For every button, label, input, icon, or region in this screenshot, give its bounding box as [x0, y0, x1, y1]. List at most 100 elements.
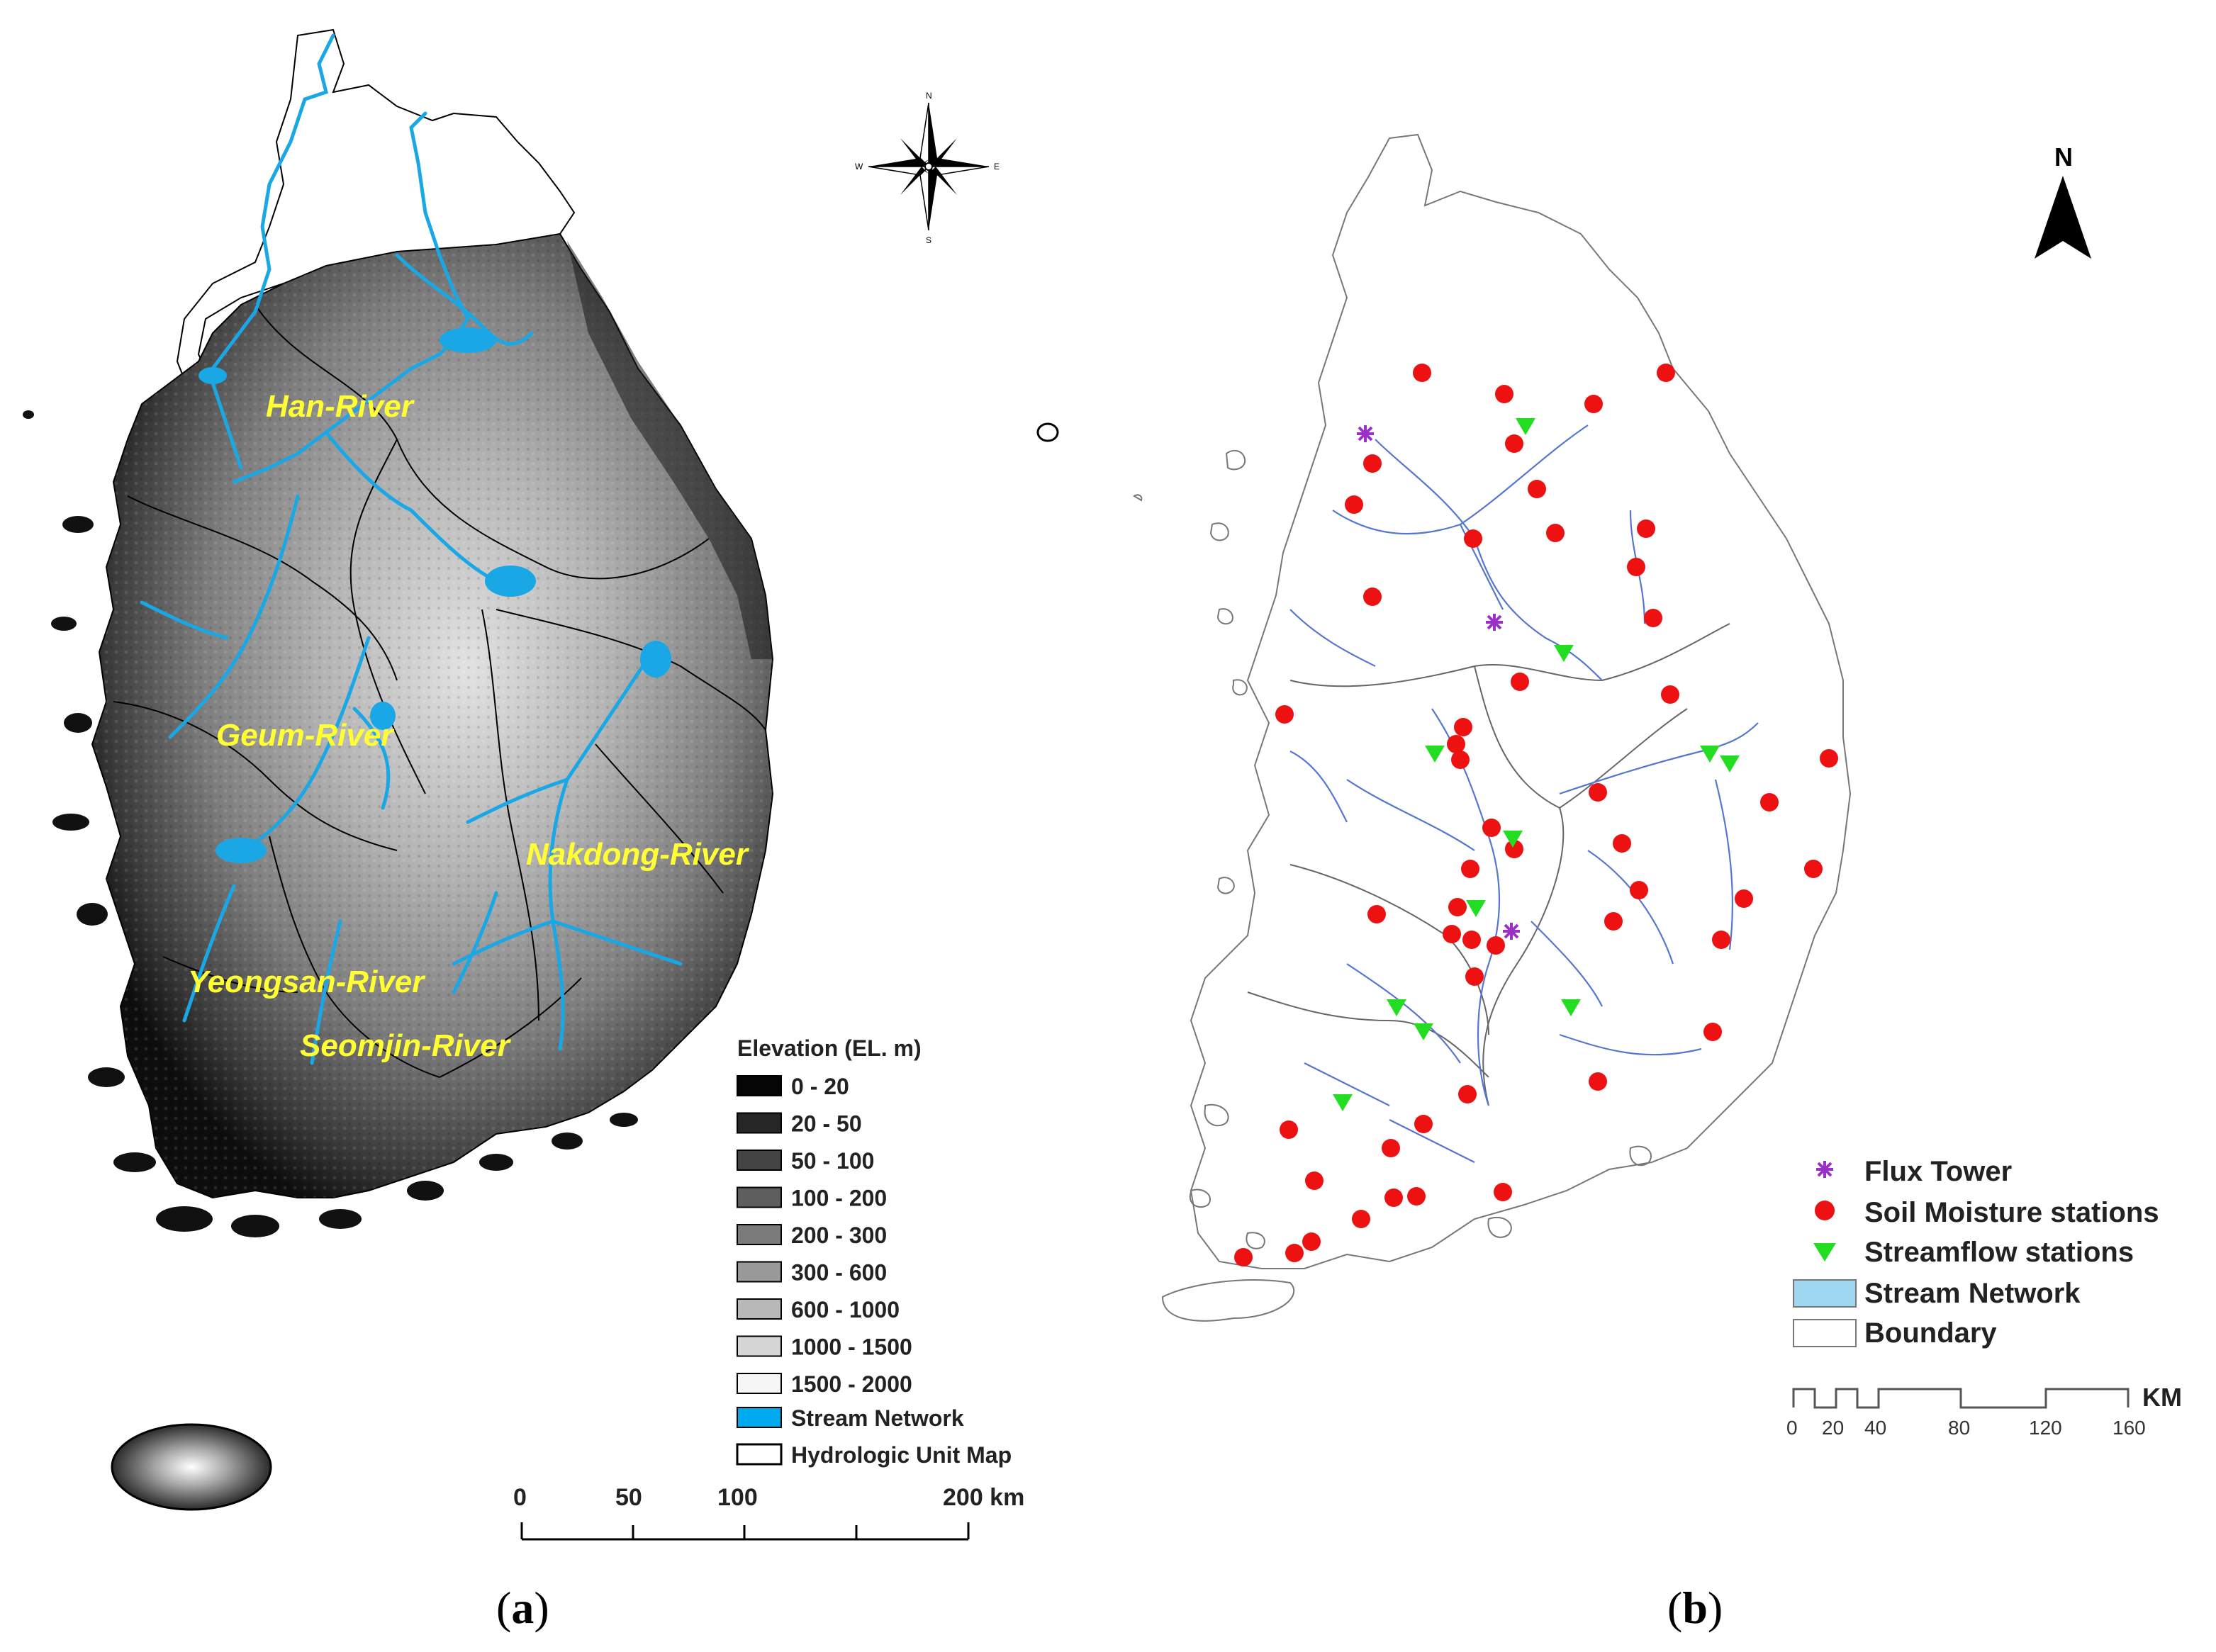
streamflow-station-point	[1720, 755, 1740, 772]
panel-a-legend: Elevation (EL. m) 0 - 20 20 - 50 50 - 100 1…	[736, 1035, 1012, 1468]
legend-elevation-swatch	[737, 1373, 782, 1394]
compass-east-letter: E	[994, 162, 1000, 172]
scale-b-tick-20: 20	[1822, 1417, 1844, 1439]
panel-b-island-outline	[1161, 1279, 1295, 1322]
panel-a-scale-bar: 0 50 100 200 km	[513, 1484, 1024, 1541]
soil-moisture-station-point	[1495, 385, 1513, 403]
legend-stream-label: Stream Network	[791, 1405, 964, 1431]
streamflow-station-point	[1516, 418, 1535, 435]
panel-a-river-labels: Han-River Geum-River Nakdong-River Yeong…	[188, 389, 750, 1063]
soil-moisture-station-point	[1448, 898, 1467, 916]
soil-moisture-station-point	[1458, 1085, 1477, 1103]
soil-moisture-station-point	[1367, 905, 1386, 923]
soil-moisture-station-point	[1487, 936, 1505, 955]
legend-elevation-label: 0 - 20	[791, 1074, 849, 1099]
river-label-geum: Geum-River	[216, 718, 395, 753]
scale-a-tick-200: 200 km	[943, 1484, 1024, 1511]
legend-boundary-swatch	[1793, 1319, 1857, 1347]
soil-moisture-station-point	[1464, 529, 1482, 548]
soil-moisture-station-point	[1345, 495, 1363, 514]
scale-b-tick-80: 80	[1948, 1417, 1970, 1439]
legend-elevation-swatch	[737, 1298, 782, 1320]
soil-moisture-station-point	[1384, 1189, 1403, 1207]
legend-elevation-swatch	[737, 1075, 782, 1096]
soil-moisture-station-point	[1443, 925, 1461, 943]
panel-b-coastal-islands	[1133, 449, 1652, 1249]
soil-moisture-station-point	[1546, 524, 1565, 542]
panel-b-legend: Flux Tower Soil Moisture stations Stream…	[1793, 1156, 2159, 1349]
flux-tower-point-icon	[1357, 425, 1374, 442]
scale-b-unit: KM	[2142, 1383, 2182, 1412]
compass-west-letter: W	[855, 162, 863, 172]
soil-moisture-station-point	[1454, 718, 1472, 736]
soil-moisture-station-point	[1285, 1244, 1304, 1262]
panel-a-map: Han-River Geum-River Nakdong-River Yeong…	[23, 28, 1059, 1511]
soil-moisture-station-point	[1280, 1120, 1298, 1139]
soil-moisture-station-point	[1461, 860, 1479, 878]
soil-moisture-station-point	[1511, 673, 1529, 691]
legend-elevation-swatch	[737, 1261, 782, 1283]
river-label-nakdong: Nakdong-River	[526, 837, 750, 872]
soil-moisture-station-point	[1482, 819, 1501, 837]
soil-moisture-station-point	[1363, 588, 1382, 606]
legend-elevation-swatch	[737, 1112, 782, 1134]
scale-a-tick-0: 0	[513, 1484, 527, 1511]
panel-b-scale-bar	[1792, 1388, 2130, 1409]
compass-north-letter: N	[926, 91, 932, 101]
soil-moisture-station-point	[1462, 931, 1481, 949]
soil-moisture-station-point	[1584, 395, 1603, 413]
panel-a-islands	[23, 410, 1059, 1237]
streamflow-station-point	[1503, 831, 1523, 848]
panel-a-reservoirs	[198, 327, 671, 863]
streamflow-station-point	[1466, 900, 1486, 917]
soil-moisture-station-point	[1735, 889, 1753, 908]
svg-text:(b): (b)	[1667, 1583, 1723, 1633]
panel-b-caption-letter: b	[1682, 1583, 1708, 1633]
legend-network-swatch	[1793, 1279, 1857, 1308]
scale-b-tick-160: 160	[2113, 1417, 2146, 1439]
panel-a-caption: (a)	[496, 1583, 549, 1633]
panel-a-compass-rose-icon: N S E W	[855, 91, 1000, 245]
soil-moisture-station-point	[1630, 881, 1648, 899]
soil-moisture-station-point	[1447, 735, 1465, 753]
soil-moisture-station-point	[1275, 705, 1294, 724]
legend-boundary-label: Boundary	[1864, 1317, 1997, 1349]
panel-b-caption-close: )	[1708, 1583, 1723, 1633]
scale-b-tick-40: 40	[1864, 1417, 1886, 1439]
panel-a-jeju-island	[111, 1423, 272, 1511]
streamflow-station-point	[1333, 1094, 1353, 1111]
soil-moisture-station-point	[1657, 364, 1675, 382]
panel-b-caption-open: (	[1667, 1583, 1682, 1633]
legend-elevation-swatch	[737, 1150, 782, 1171]
soil-moisture-station-point	[1382, 1139, 1400, 1157]
soil-moisture-station-point	[1589, 1072, 1607, 1091]
svg-text:(a): (a)	[496, 1583, 549, 1633]
streamflow-station-point	[1425, 746, 1445, 763]
panel-a-caption-letter: a	[511, 1583, 534, 1633]
scale-b-tick-120: 120	[2029, 1417, 2062, 1439]
streamflow-station-point	[1554, 645, 1574, 662]
soil-moisture-station-point	[1465, 967, 1484, 986]
soil-moisture-station-point	[1363, 454, 1382, 473]
panel-b-station-points	[1234, 364, 1838, 1266]
panel-b-caption: (b)	[1667, 1583, 1723, 1633]
panel-b-unit-boundaries	[1247, 623, 1730, 1106]
compass-south-letter: S	[926, 235, 931, 245]
soil-moisture-station-point	[1505, 434, 1523, 453]
soil-moisture-station-point	[1414, 1115, 1433, 1133]
soil-moisture-station-point	[1712, 931, 1730, 949]
soil-moisture-station-point	[1413, 364, 1431, 382]
soil-moisture-station-point	[1505, 840, 1523, 858]
legend-elevation-swatch	[737, 1224, 782, 1245]
flux-tower-point-icon	[1486, 614, 1503, 631]
legend-elevation-swatch	[737, 1186, 782, 1208]
legend-hydro-swatch	[736, 1443, 783, 1466]
streamflow-station-point	[1414, 1023, 1433, 1040]
legend-elevation-label: 600 - 1000	[791, 1297, 900, 1322]
streamflow-station-point	[1700, 746, 1720, 763]
legend-stream-swatch	[737, 1407, 782, 1428]
legend-elevation-label: 300 - 600	[791, 1260, 887, 1286]
legend-elevation-swatch	[737, 1335, 782, 1357]
scale-a-tick-100: 100	[717, 1484, 758, 1511]
